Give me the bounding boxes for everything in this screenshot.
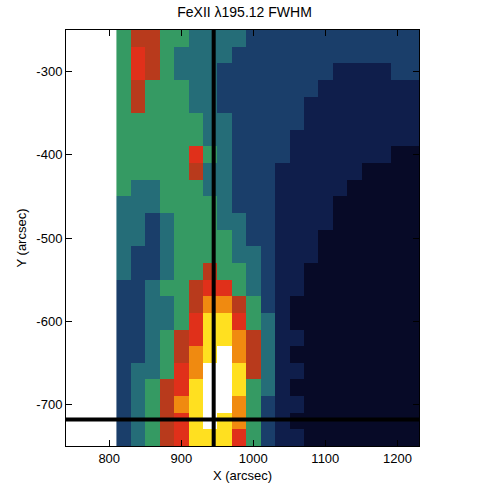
- svg-text:1000: 1000: [239, 451, 268, 466]
- svg-text:800: 800: [98, 451, 120, 466]
- svg-text:1100: 1100: [311, 451, 339, 466]
- svg-text:-500: -500: [36, 231, 62, 246]
- svg-text:FeXII λ195.12 FWHM: FeXII λ195.12 FWHM: [177, 4, 312, 20]
- svg-text:-700: -700: [36, 397, 62, 412]
- svg-text:-300: -300: [36, 64, 62, 79]
- svg-text:-600: -600: [36, 314, 62, 329]
- svg-text:1200: 1200: [383, 451, 412, 466]
- svg-text:Y (arcsec): Y (arcsec): [14, 209, 29, 268]
- svg-text:900: 900: [170, 451, 192, 466]
- svg-text:X (arcsec): X (arcsec): [213, 468, 272, 483]
- svg-text:-400: -400: [36, 147, 62, 162]
